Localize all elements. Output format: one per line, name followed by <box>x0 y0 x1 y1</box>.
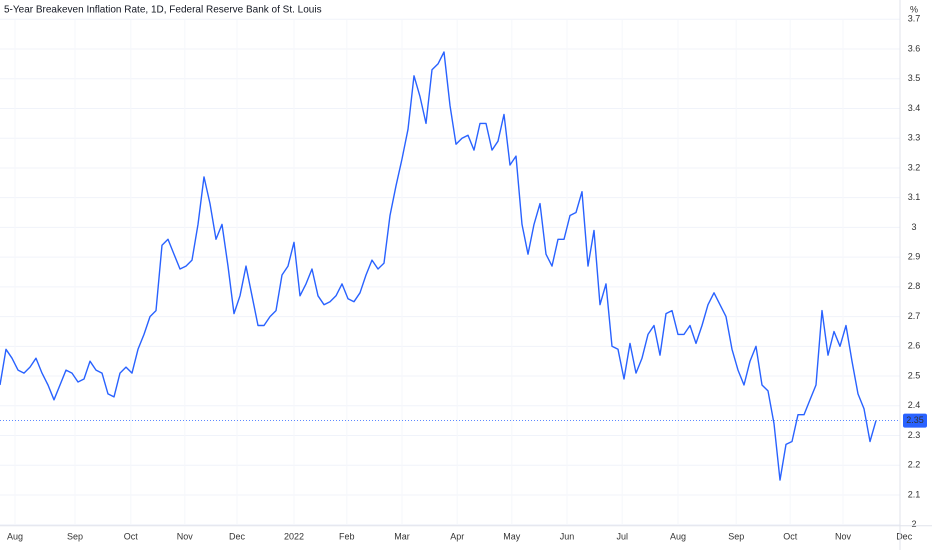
y-tick-label: 2.8 <box>908 281 921 291</box>
x-tick-label: Dec <box>896 531 913 541</box>
x-tick-label: Nov <box>835 531 852 541</box>
x-tick-label: Jul <box>616 531 628 541</box>
y-tick-label: 2.5 <box>908 370 921 380</box>
x-tick-label: Aug <box>670 531 686 541</box>
y-tick-label: 2.6 <box>908 341 921 351</box>
y-unit: % <box>910 4 918 14</box>
last-value-label: 2.35 <box>906 415 924 425</box>
x-tick-label: Sep <box>67 531 83 541</box>
last-value-box <box>903 413 927 428</box>
x-tick-label: Apr <box>450 531 464 541</box>
y-tick-label: 3.5 <box>908 73 921 83</box>
x-tick-label: Sep <box>728 531 744 541</box>
y-tick-label: 2.7 <box>908 311 921 321</box>
x-tick-label: May <box>503 531 521 541</box>
y-tick-label: 2.1 <box>908 489 921 499</box>
y-tick-label: 2.3 <box>908 430 921 440</box>
x-tick-label: Feb <box>339 531 355 541</box>
y-tick-label: 3.3 <box>908 133 921 143</box>
y-tick-label: 3.2 <box>908 162 921 172</box>
chart-title: 5-Year Breakeven Inflation Rate, 1D, Fed… <box>4 5 322 16</box>
x-tick-label: 2022 <box>284 531 304 541</box>
x-tick-label: Oct <box>783 531 798 541</box>
y-tick-label: 3.1 <box>908 192 921 202</box>
y-tick-label: 2.9 <box>908 252 921 262</box>
y-tick-label: 3.6 <box>908 43 921 53</box>
x-tick-label: Dec <box>229 531 246 541</box>
x-tick-label: Oct <box>124 531 139 541</box>
x-tick-label: Nov <box>177 531 194 541</box>
x-tick-label: Aug <box>7 531 23 541</box>
y-tick-label: 3.4 <box>908 103 921 113</box>
y-tick-label: 3.7 <box>908 14 921 24</box>
y-tick-label: 2.2 <box>908 460 921 470</box>
y-tick-label: 3 <box>911 222 916 232</box>
line-series <box>0 51 877 481</box>
y-tick-label: 2 <box>911 519 916 529</box>
x-tick-label: Jun <box>560 531 575 541</box>
x-tick-label: Mar <box>394 531 410 541</box>
y-tick-label: 2.4 <box>908 400 921 410</box>
